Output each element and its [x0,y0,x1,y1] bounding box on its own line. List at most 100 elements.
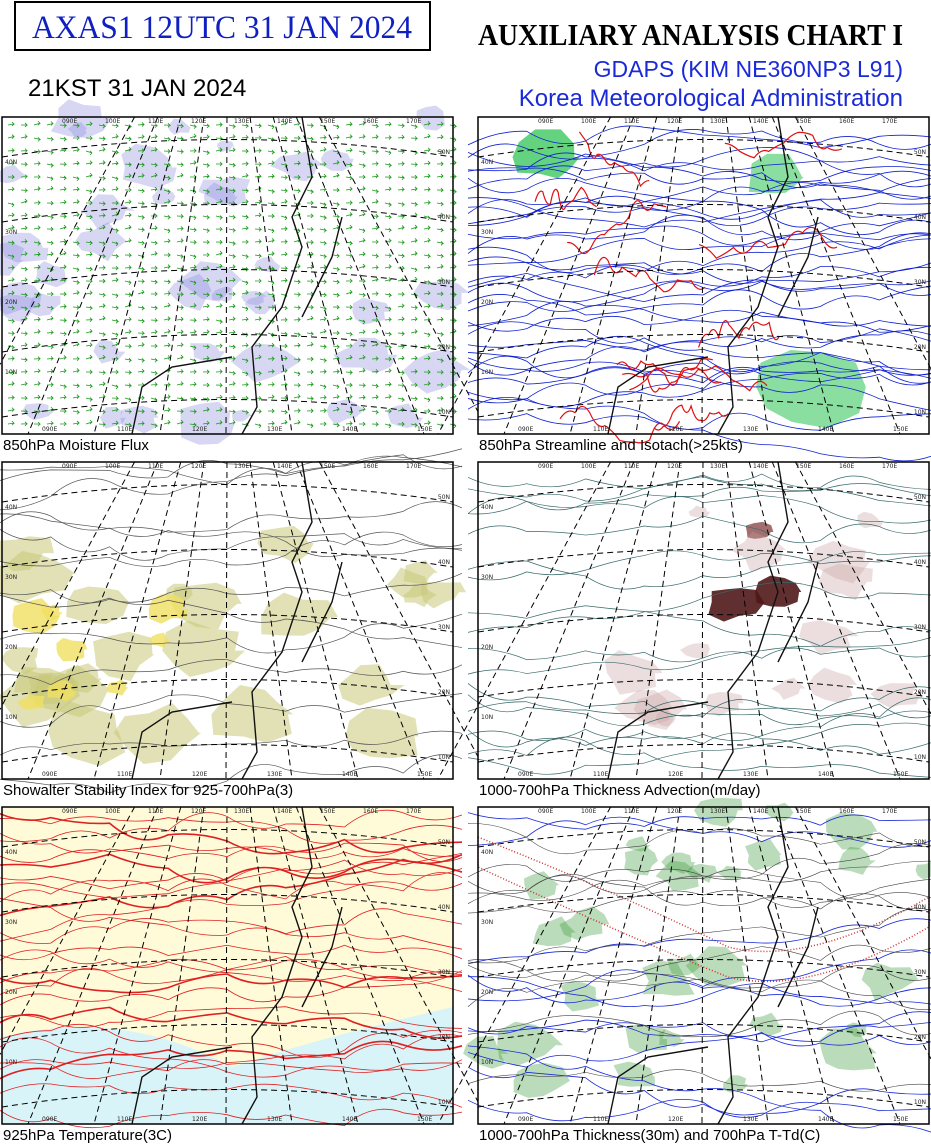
flux-arrow [332,279,341,285]
longitude-line [272,461,359,780]
contour [467,974,931,1007]
flux-arrow [98,123,107,129]
shading [148,594,189,624]
flux-arrow [33,174,41,180]
latitude-label: 20N [438,1034,450,1041]
flux-arrow [267,356,275,361]
latitude-label: 30N [438,624,450,631]
longitude-line [27,806,159,1125]
flux-arrow [384,306,392,312]
shading [93,339,126,364]
flux-arrow [176,409,185,414]
flux-arrow [423,147,431,153]
longitude-label: 140E [753,118,768,125]
flux-arrow [137,240,146,246]
flux-arrow [280,239,288,244]
flux-arrow [345,200,353,206]
longitude-label: 100E [105,463,120,470]
contour [0,944,463,961]
flux-arrow [33,316,41,322]
flux-arrow [449,409,458,414]
flux-arrow [46,315,54,321]
longitude-label: 150E [893,771,908,778]
flux-arrow [137,201,146,206]
flux-arrow [124,370,133,375]
flux-arrow [436,173,444,179]
flux-arrow [59,408,67,414]
flux-arrow [319,240,328,246]
longitude-label: 110E [148,808,163,815]
contour [467,280,931,312]
flux-arrow [397,134,405,140]
flux-arrow [280,149,289,155]
flux-arrow [436,201,445,207]
flux-arrow [449,292,458,297]
flux-arrow [20,316,28,321]
shading [658,1029,685,1047]
contour [467,694,931,727]
flux-arrow [371,329,379,334]
agency: Korea Meteorological Administration [519,85,903,112]
contour [467,1011,931,1043]
latitude-line [1,829,454,848]
contour [467,300,931,333]
longitude-label: 110E [593,1116,608,1123]
flux-arrow [98,370,107,375]
flux-arrow [228,329,236,335]
flux-arrow [163,136,172,142]
flux-arrow [267,394,275,400]
flux-arrow [150,343,158,349]
longitude-label: 140E [753,463,768,470]
flux-arrow [449,123,458,129]
longitude-label: 170E [882,808,897,815]
flux-arrow [397,175,406,180]
map-panel: 090E 100E 110E 120E 130E 140E 150E 160E 170E 090E… [437,116,931,462]
map-background [2,117,453,434]
flux-arrow [98,147,106,152]
shading [915,861,931,880]
latitude-label: 20N [914,1034,926,1041]
flux-arrow [267,213,275,219]
contour [467,285,931,316]
flux-arrow [436,240,445,246]
contour [0,659,463,686]
flux-arrow [241,199,249,204]
flux-arrow [358,329,366,335]
flux-arrow [410,174,418,180]
shading [818,563,873,601]
flux-arrow [20,148,28,153]
flux-arrow [85,290,93,296]
flux-arrow [332,214,341,219]
longitude-line [93,461,182,780]
flux-arrow [241,239,249,245]
flux-arrow [111,396,120,401]
contour [467,1010,931,1038]
longitude-label: 170E [406,118,421,125]
longitude-label: 130E [234,118,249,125]
longitude-label: 110E [624,808,639,815]
flux-arrow [410,224,418,230]
latitude-line [477,894,930,913]
flux-arrow [72,394,80,399]
flux-arrow [85,227,94,233]
flux-arrow [423,355,431,361]
flux-arrow [345,224,353,230]
flux-arrow [215,239,223,245]
longitude-line [0,461,136,711]
flux-arrow [124,212,132,218]
longitude-line [295,806,425,1125]
panel-caption: 925hPa Temperature(3C) [3,1127,172,1144]
flux-arrow [163,149,172,154]
flux-arrow [228,419,236,425]
latitude-line [477,1089,930,1108]
flux-arrow [7,381,15,386]
flux-arrow [163,123,172,128]
latitude-label: 20N [5,989,17,996]
flux-arrow [358,421,366,427]
longitude-label: 170E [882,463,897,470]
shading [93,631,155,681]
flux-arrow [46,136,55,142]
flux-arrow [7,174,15,180]
flux-arrow [202,407,210,412]
latitude-label: 40N [5,849,17,856]
